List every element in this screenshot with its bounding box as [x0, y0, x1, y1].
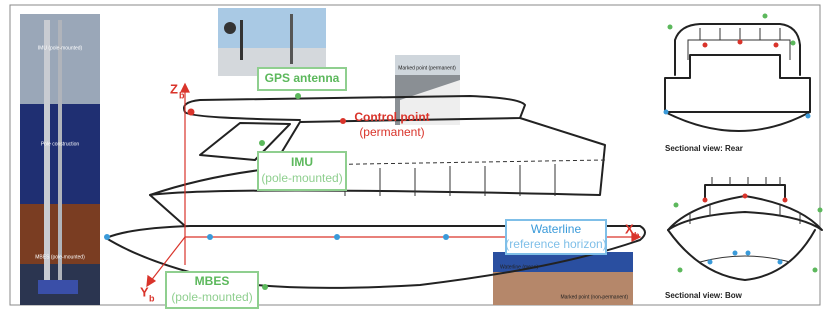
- axis-subscript: b: [179, 90, 185, 100]
- photo-label: MBES (pole-mounted): [35, 254, 85, 260]
- diagram: IMU (pole-mounted) Pole construction MBE…: [0, 0, 831, 311]
- callout-title: MBES: [195, 274, 230, 288]
- callout-subtitle: (pole-mounted): [171, 290, 252, 304]
- axis-label: X: [625, 221, 634, 236]
- callout-title: Waterline: [531, 222, 582, 236]
- axis-subscript: b: [149, 293, 155, 303]
- photo-label: Marked point (permanent): [398, 65, 456, 71]
- axis-subscript: b: [634, 230, 640, 240]
- photo-label: IMU (pole-mounted): [38, 45, 83, 51]
- callout-subtitle: (pole-mounted): [261, 171, 342, 185]
- callout-title: Control point: [354, 110, 429, 124]
- callout-subtitle: (permanent): [359, 125, 424, 139]
- section-caption: Sectional view: Rear: [665, 144, 743, 153]
- axis-label: Z: [170, 81, 178, 96]
- section-caption: Sectional view: Bow: [665, 291, 743, 300]
- pole-photo: [20, 14, 100, 305]
- callout-title: IMU: [291, 155, 313, 169]
- axis-label: Y: [140, 284, 149, 299]
- photo-label: Pole construction: [41, 141, 80, 147]
- callout-subtitle: (reference horizon): [505, 237, 606, 251]
- gps-photo: [218, 8, 326, 76]
- photo-label: Marked point (non-permanent): [560, 294, 628, 300]
- frame: [10, 5, 820, 305]
- callout-title: GPS antenna: [265, 71, 340, 85]
